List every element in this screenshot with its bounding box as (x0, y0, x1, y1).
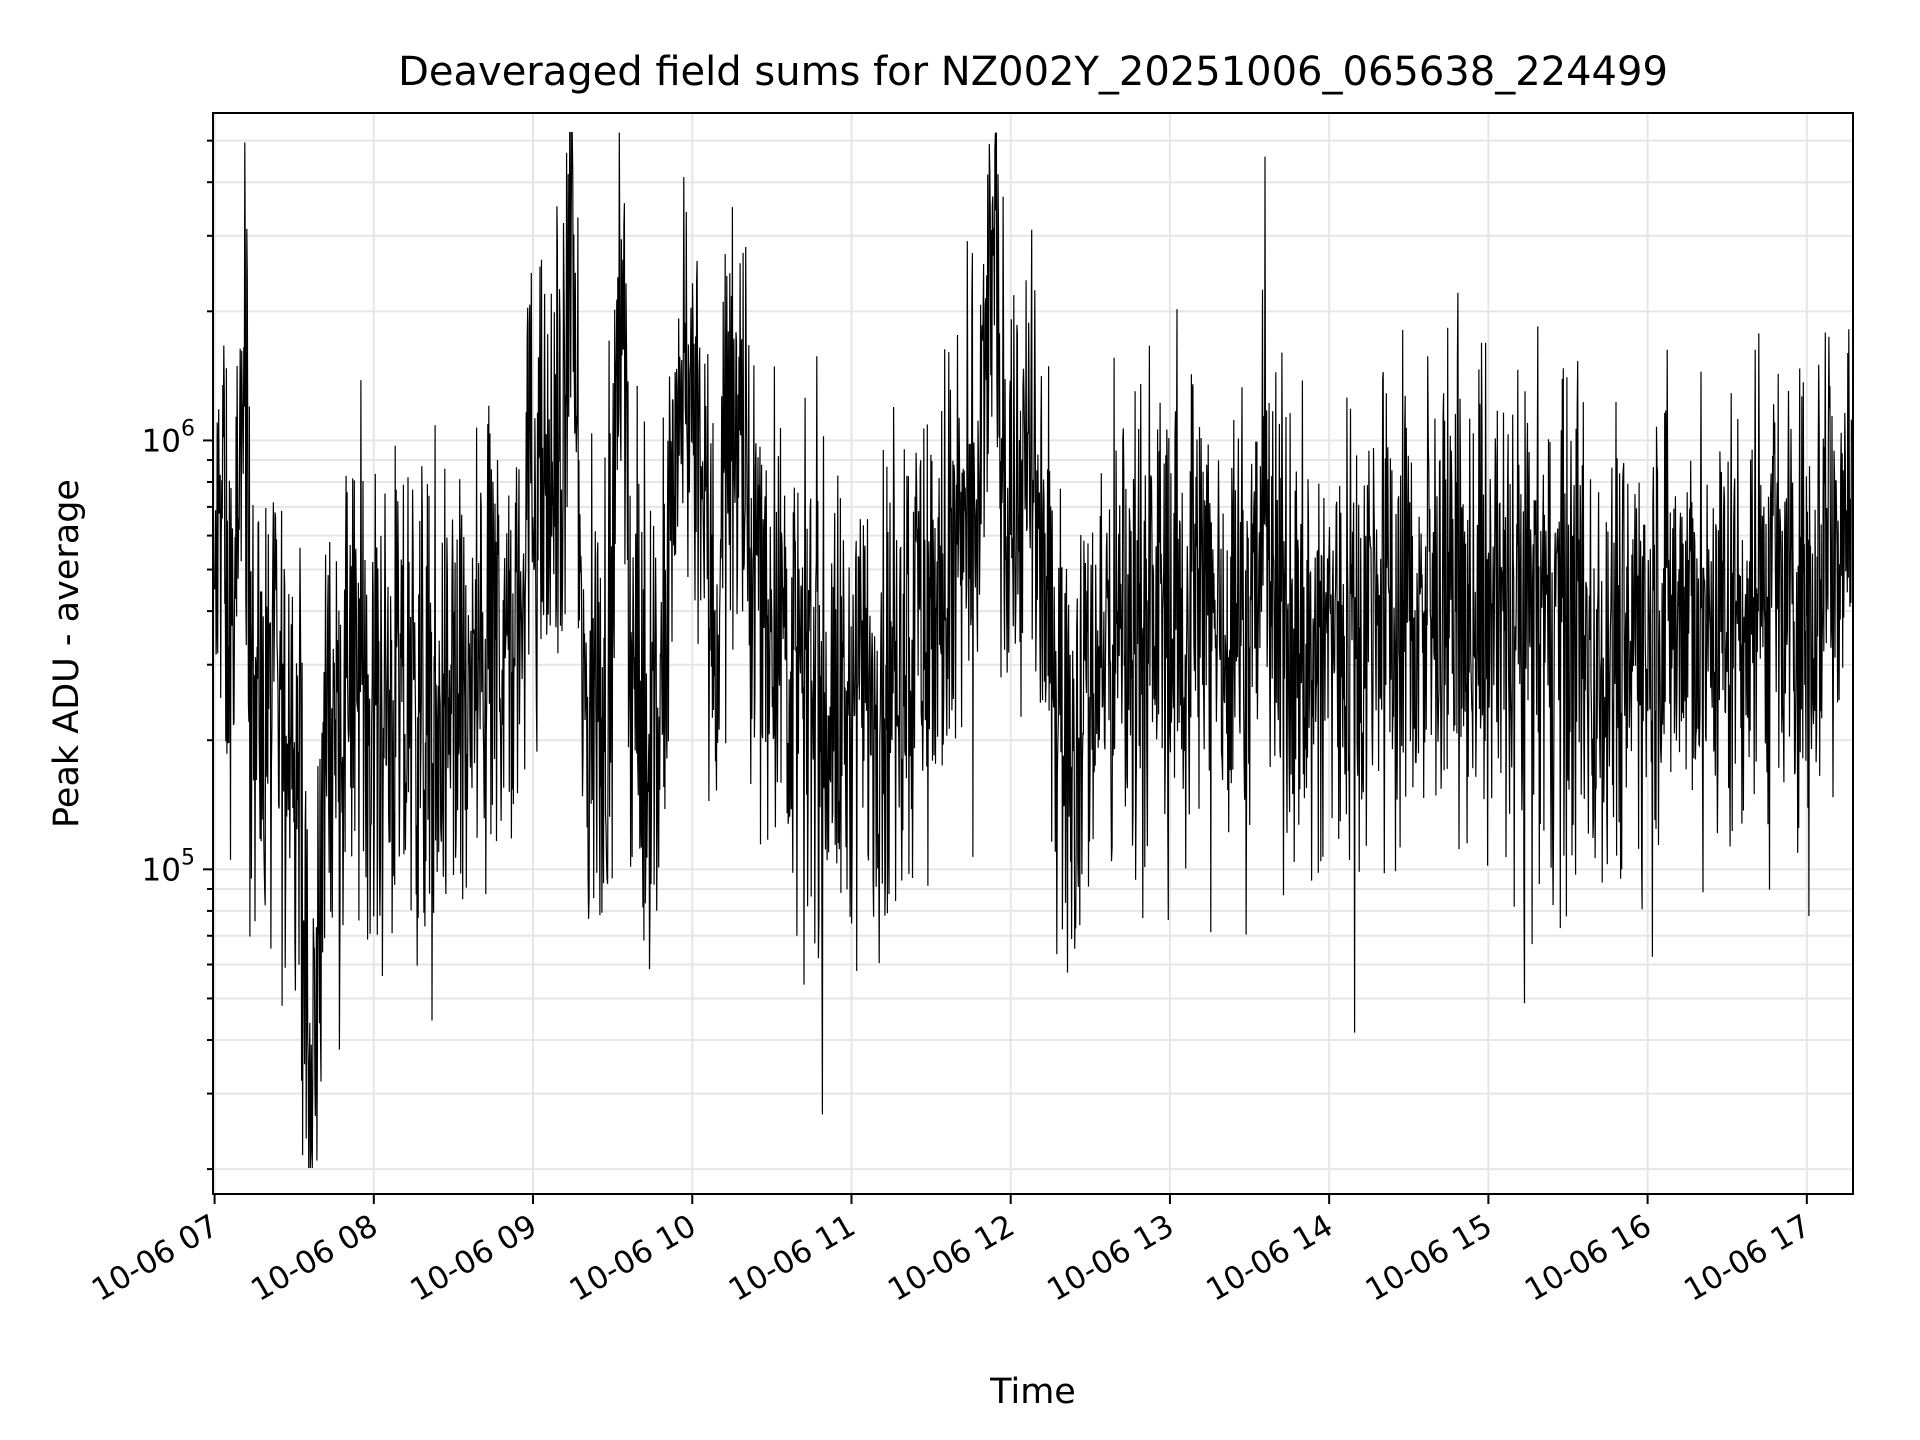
y-axis-label: Peak ADU - average (47, 479, 87, 828)
series-line (214, 132, 1852, 1169)
y-tick-label: 105 (142, 845, 195, 888)
data-series (214, 132, 1852, 1169)
x-axis-label: Time (989, 1372, 1076, 1412)
y-tick-label: 106 (142, 416, 195, 459)
chart-title: Deaveraged field sums for NZ002Y_2025100… (398, 49, 1668, 95)
y-axis: 105 106 (142, 139, 213, 1171)
plot-frame (212, 112, 1854, 1195)
